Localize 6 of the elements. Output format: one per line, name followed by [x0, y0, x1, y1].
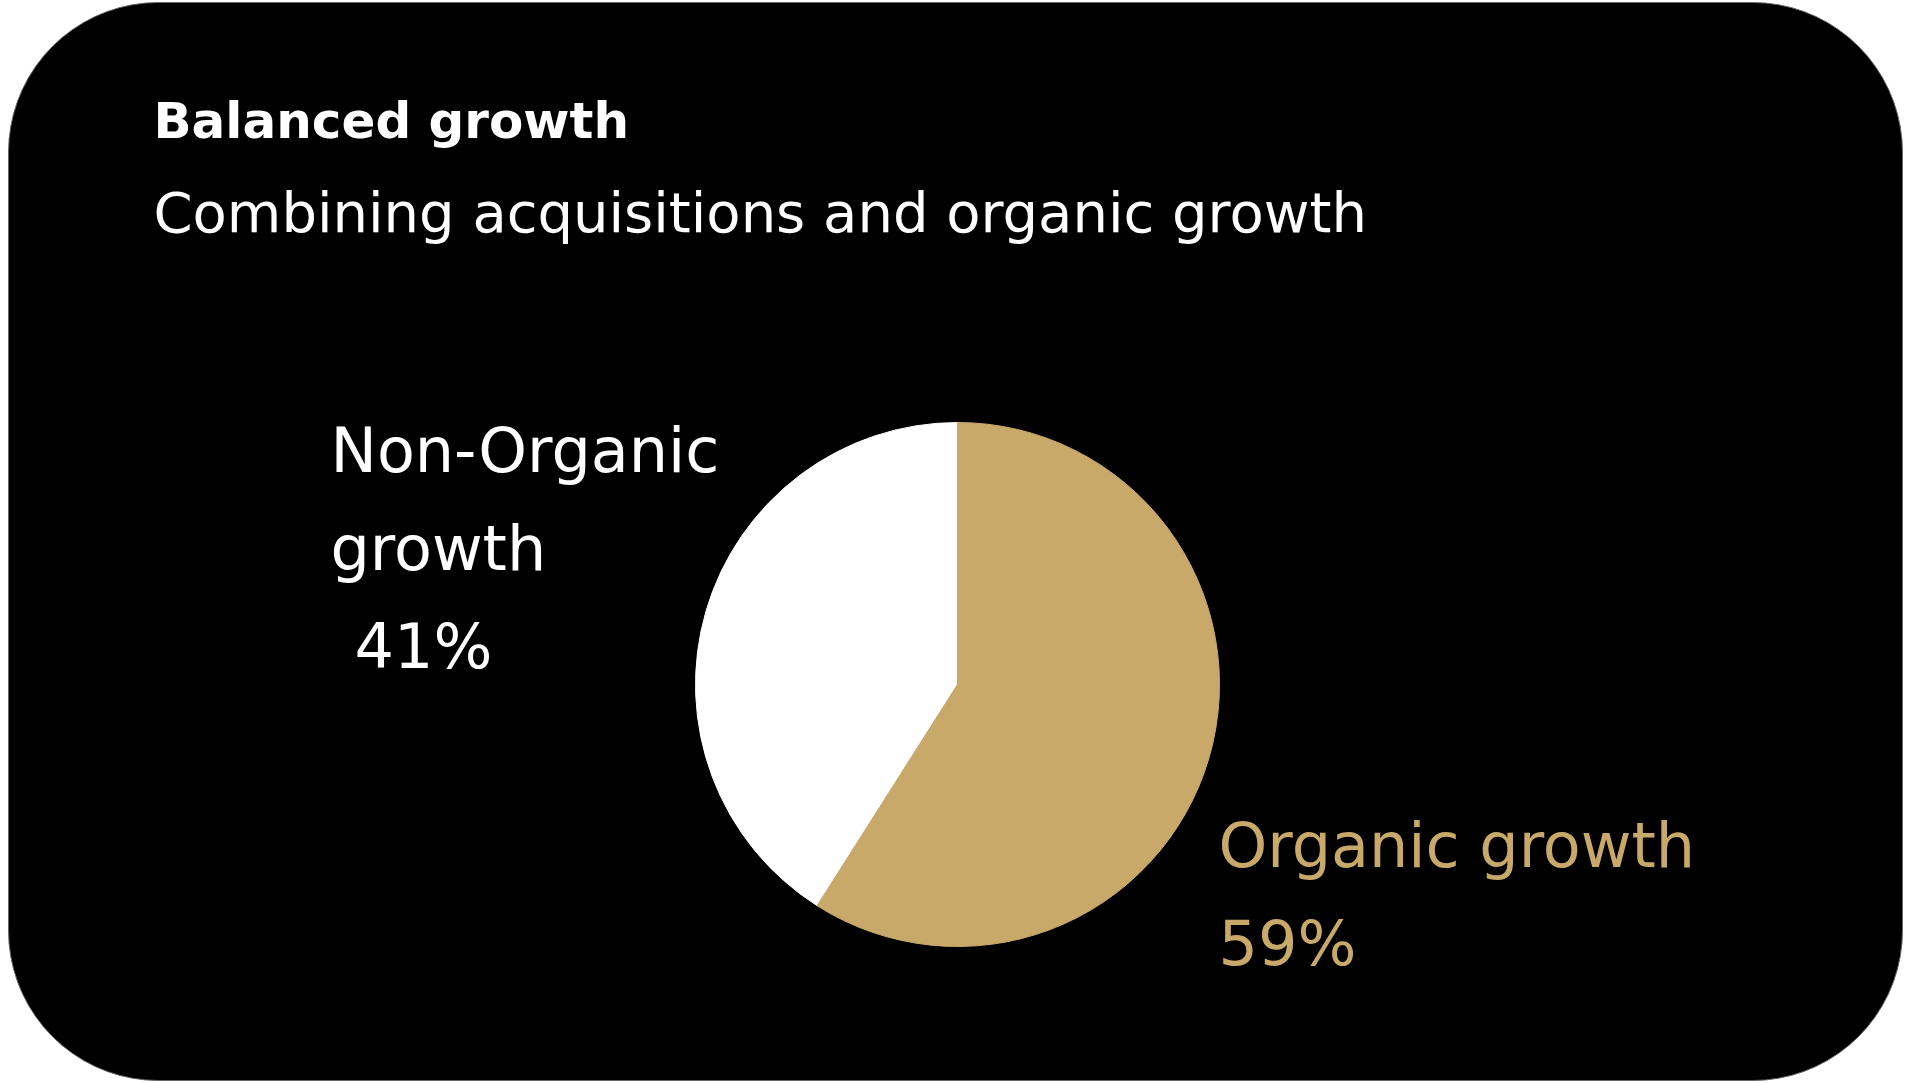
chart-subtitle: Combining acquisitions and organic growth — [153, 180, 1367, 245]
slice-label: Organic growth — [1218, 809, 1696, 882]
chart-title: Balanced growth — [153, 91, 630, 150]
slice-label: Non-Organic growth — [330, 414, 720, 585]
data-label: 59% — [1218, 907, 1357, 980]
data-label: 41% — [354, 610, 493, 683]
